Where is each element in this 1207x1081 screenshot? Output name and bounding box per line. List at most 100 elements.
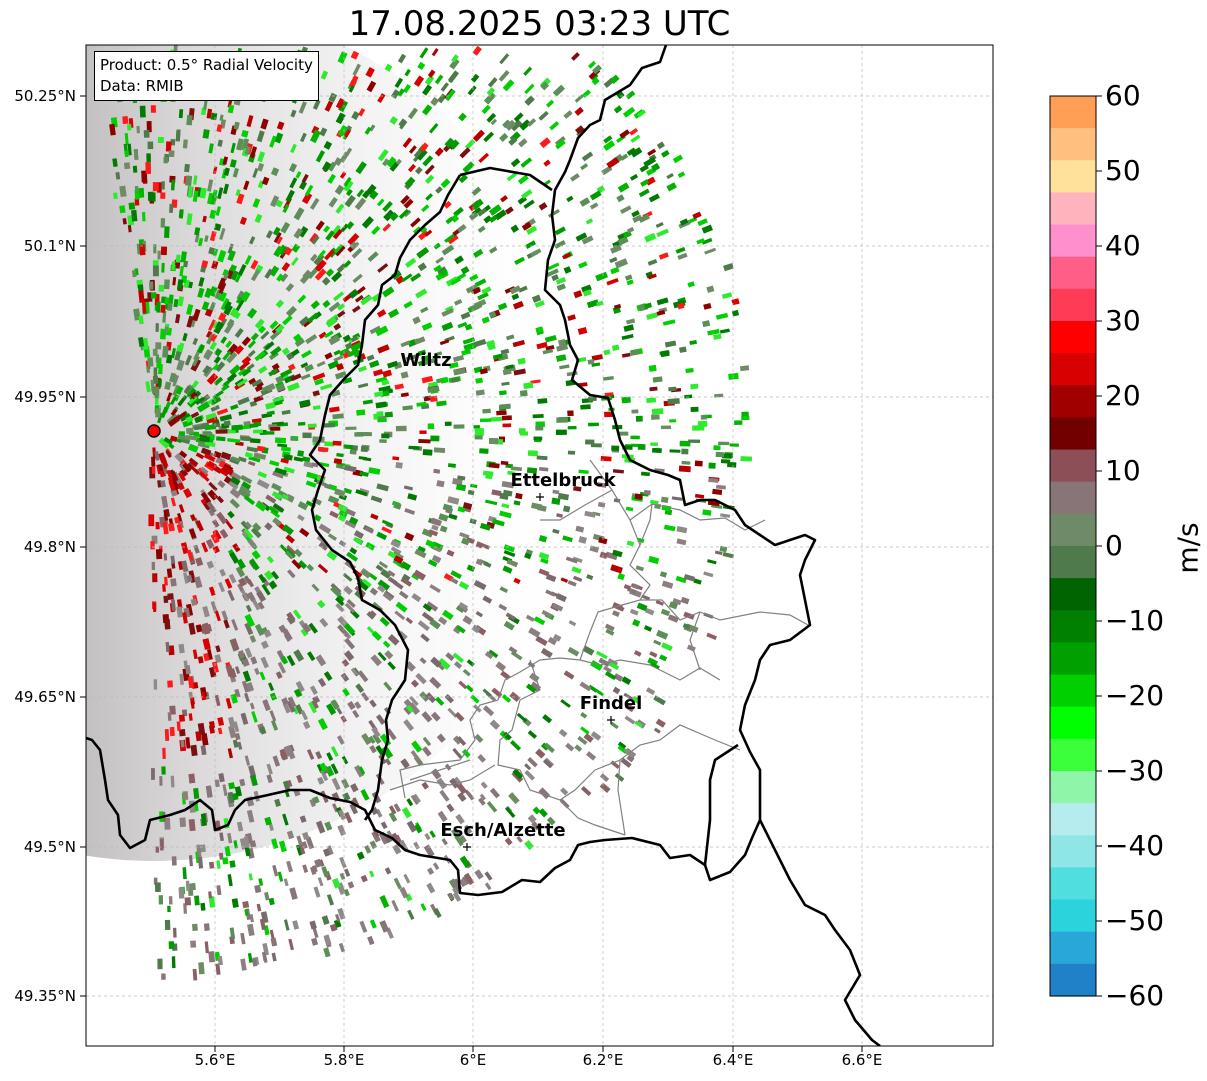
radar-echo-cell [432, 862, 440, 871]
radar-echo-cell [220, 297, 230, 311]
radar-echo-cell [383, 209, 395, 222]
radar-echo-cell [400, 758, 410, 769]
radar-echo-cell [412, 226, 422, 235]
radar-echo-cell [513, 500, 521, 506]
radar-echo-cell [360, 789, 370, 801]
colorbar-tick-neg30: −30 [1105, 754, 1165, 787]
radar-echo-cell [641, 594, 651, 601]
radar-echo-cell [431, 48, 439, 57]
radar-echo-cell [713, 333, 722, 340]
radar-echo-cell [327, 533, 337, 541]
radar-echo-cell [320, 383, 333, 391]
radar-echo-cell [190, 744, 198, 757]
radar-echo-cell [348, 85, 355, 93]
radar-echo-cell [151, 561, 156, 571]
radar-echo-cell [611, 445, 620, 451]
radar-echo-cell [263, 431, 275, 435]
radar-echo-cell [236, 138, 244, 151]
radar-echo-cell [239, 485, 252, 495]
radar-echo-cell [303, 461, 315, 469]
radar-echo-cell [188, 773, 196, 784]
radar-echo-cell [542, 758, 553, 769]
radar-echo-cell [592, 64, 602, 75]
radar-echo-cell [648, 555, 660, 565]
radar-echo-cell [229, 487, 241, 499]
radar-echo-cell [429, 395, 438, 403]
radar-echo-cell [679, 218, 689, 226]
radar-echo-cell [452, 652, 465, 664]
radar-echo-cell [706, 632, 717, 640]
radar-echo-cell [394, 383, 404, 390]
radar-echo-cell [394, 77, 404, 89]
radar-echo-cell [463, 342, 477, 352]
radar-echo-cell [221, 610, 229, 621]
radar-echo-cell [538, 202, 548, 211]
radar-echo-cell [251, 958, 258, 967]
radar-echo-cell [215, 361, 226, 373]
radar-echo-cell [211, 661, 219, 673]
radar-echo-cell [275, 324, 285, 334]
radar-echo-cell [414, 823, 423, 834]
radar-echo-cell [672, 154, 684, 164]
radar-echo-cell [376, 531, 388, 541]
radar-echo-cell [238, 650, 246, 659]
radar-echo-cell [544, 335, 557, 343]
radar-echo-cell [286, 700, 296, 713]
radar-echo-cell [324, 821, 333, 831]
radar-echo-cell [403, 705, 413, 716]
radar-echo-cell [190, 411, 200, 419]
radar-echo-cell [685, 367, 694, 374]
radar-echo-cell [343, 650, 355, 662]
radar-echo-cell [460, 311, 471, 320]
radar-echo-cell [448, 513, 458, 521]
radar-echo-cell [571, 52, 580, 61]
radar-echo-cell [241, 657, 250, 667]
radar-echo-cell [195, 731, 202, 742]
radar-echo-cell [421, 528, 434, 538]
colorbar-tick-neg20: −20 [1105, 679, 1165, 712]
radar-echo-cell [380, 568, 392, 579]
radar-echo-cell [176, 606, 184, 618]
radar-echo-cell [656, 228, 669, 238]
radar-echo-cell [275, 299, 285, 309]
radar-echo-cell [283, 246, 293, 256]
radar-echo-cell [254, 384, 264, 393]
radar-echo-cell [139, 244, 146, 256]
radar-echo-cell [307, 651, 316, 662]
radar-echo-cell [567, 425, 577, 430]
radar-echo-cell [208, 586, 216, 596]
radar-echo-cell [715, 451, 725, 458]
radar-echo-cell [393, 555, 404, 564]
colorbar-segment [1050, 771, 1096, 804]
radar-echo-cell [413, 75, 425, 87]
radar-echo-cell [241, 336, 252, 347]
radar-echo-cell [478, 797, 486, 806]
radar-echo-cell [343, 487, 353, 495]
radar-echo-cell [444, 137, 455, 149]
radar-echo-cell [179, 728, 186, 737]
radar-echo-cell [656, 141, 665, 150]
radar-echo-cell [718, 441, 730, 446]
radar-echo-cell [439, 789, 450, 802]
radar-echo-cell [275, 199, 284, 208]
radar-echo-cell [501, 381, 510, 386]
radar-echo-cell [350, 50, 360, 60]
colorbar-segment [1050, 160, 1096, 194]
radar-echo-cell [669, 419, 677, 423]
radar-echo-cell [430, 656, 442, 668]
radar-echo-cell [671, 496, 683, 501]
radar-echo-cell [217, 187, 224, 199]
radar-echo-cell [502, 423, 512, 428]
radar-echo-cell [237, 263, 247, 277]
radar-echo-cell [435, 256, 444, 264]
radar-echo-cell [274, 467, 287, 476]
radar-echo-cell [178, 109, 184, 119]
radar-echo-cell [343, 464, 357, 473]
radar-echo-cell [595, 650, 608, 660]
radar-echo-cell [393, 581, 404, 590]
radar-echo-cell [244, 254, 252, 265]
radar-echo-cell [220, 451, 232, 461]
radar-echo-cell [481, 286, 492, 295]
radar-echo-cell [264, 816, 272, 826]
colorbar-segment [1050, 963, 1096, 997]
